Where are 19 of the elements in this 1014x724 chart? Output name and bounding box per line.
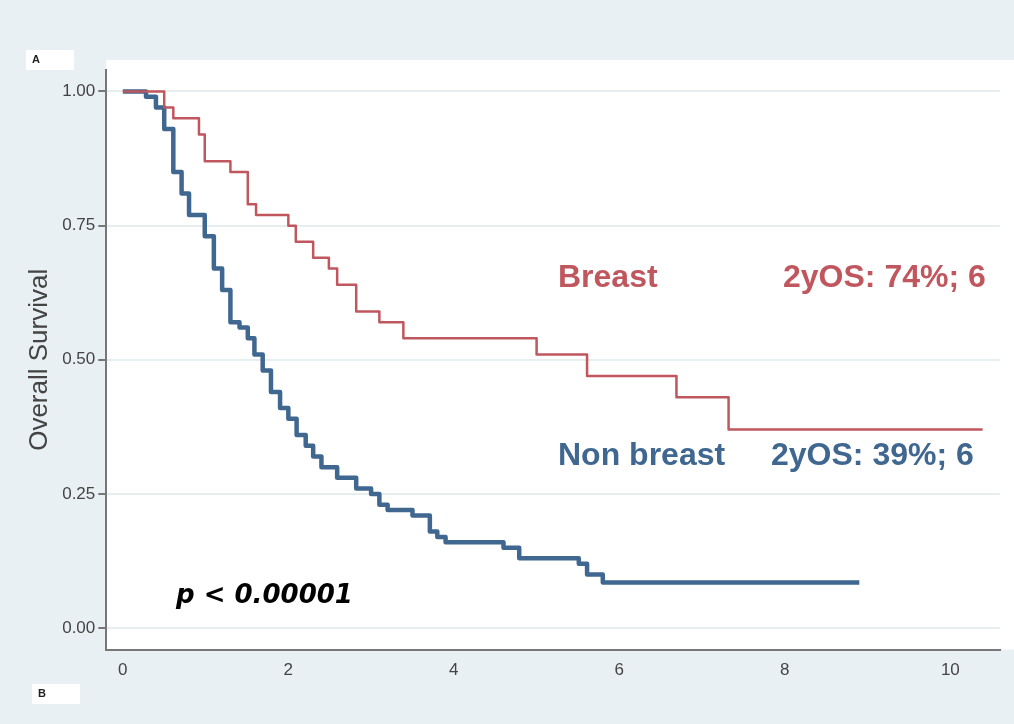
x-tick-label: 4 <box>449 660 459 680</box>
series-label: Breast <box>558 257 658 294</box>
annotation: p < 0.00001 <box>175 578 353 609</box>
annotation: 2yOS: 39%; 6 <box>771 435 974 472</box>
text: B <box>38 687 46 700</box>
text: A <box>32 53 40 66</box>
y-axis-title: Overall Survival <box>22 268 53 451</box>
x-tick-label: 2 <box>283 660 294 680</box>
y-tick-label: 0.25 <box>62 483 96 503</box>
y-tick-label: 0.50 <box>62 349 96 369</box>
x-tick-label: 10 <box>940 660 960 680</box>
y-tick-label: 0.00 <box>62 617 96 637</box>
x-tick-label: 6 <box>614 660 625 680</box>
x-tick-label: 8 <box>780 660 790 680</box>
text: Non breast <box>558 435 726 472</box>
annotation: 2yOS: 74%; 6 <box>783 257 986 294</box>
x-tick-label: 0 <box>118 660 128 680</box>
y-tick-label: 1.00 <box>62 81 96 101</box>
y-tick-label: 0.75 <box>62 215 96 235</box>
